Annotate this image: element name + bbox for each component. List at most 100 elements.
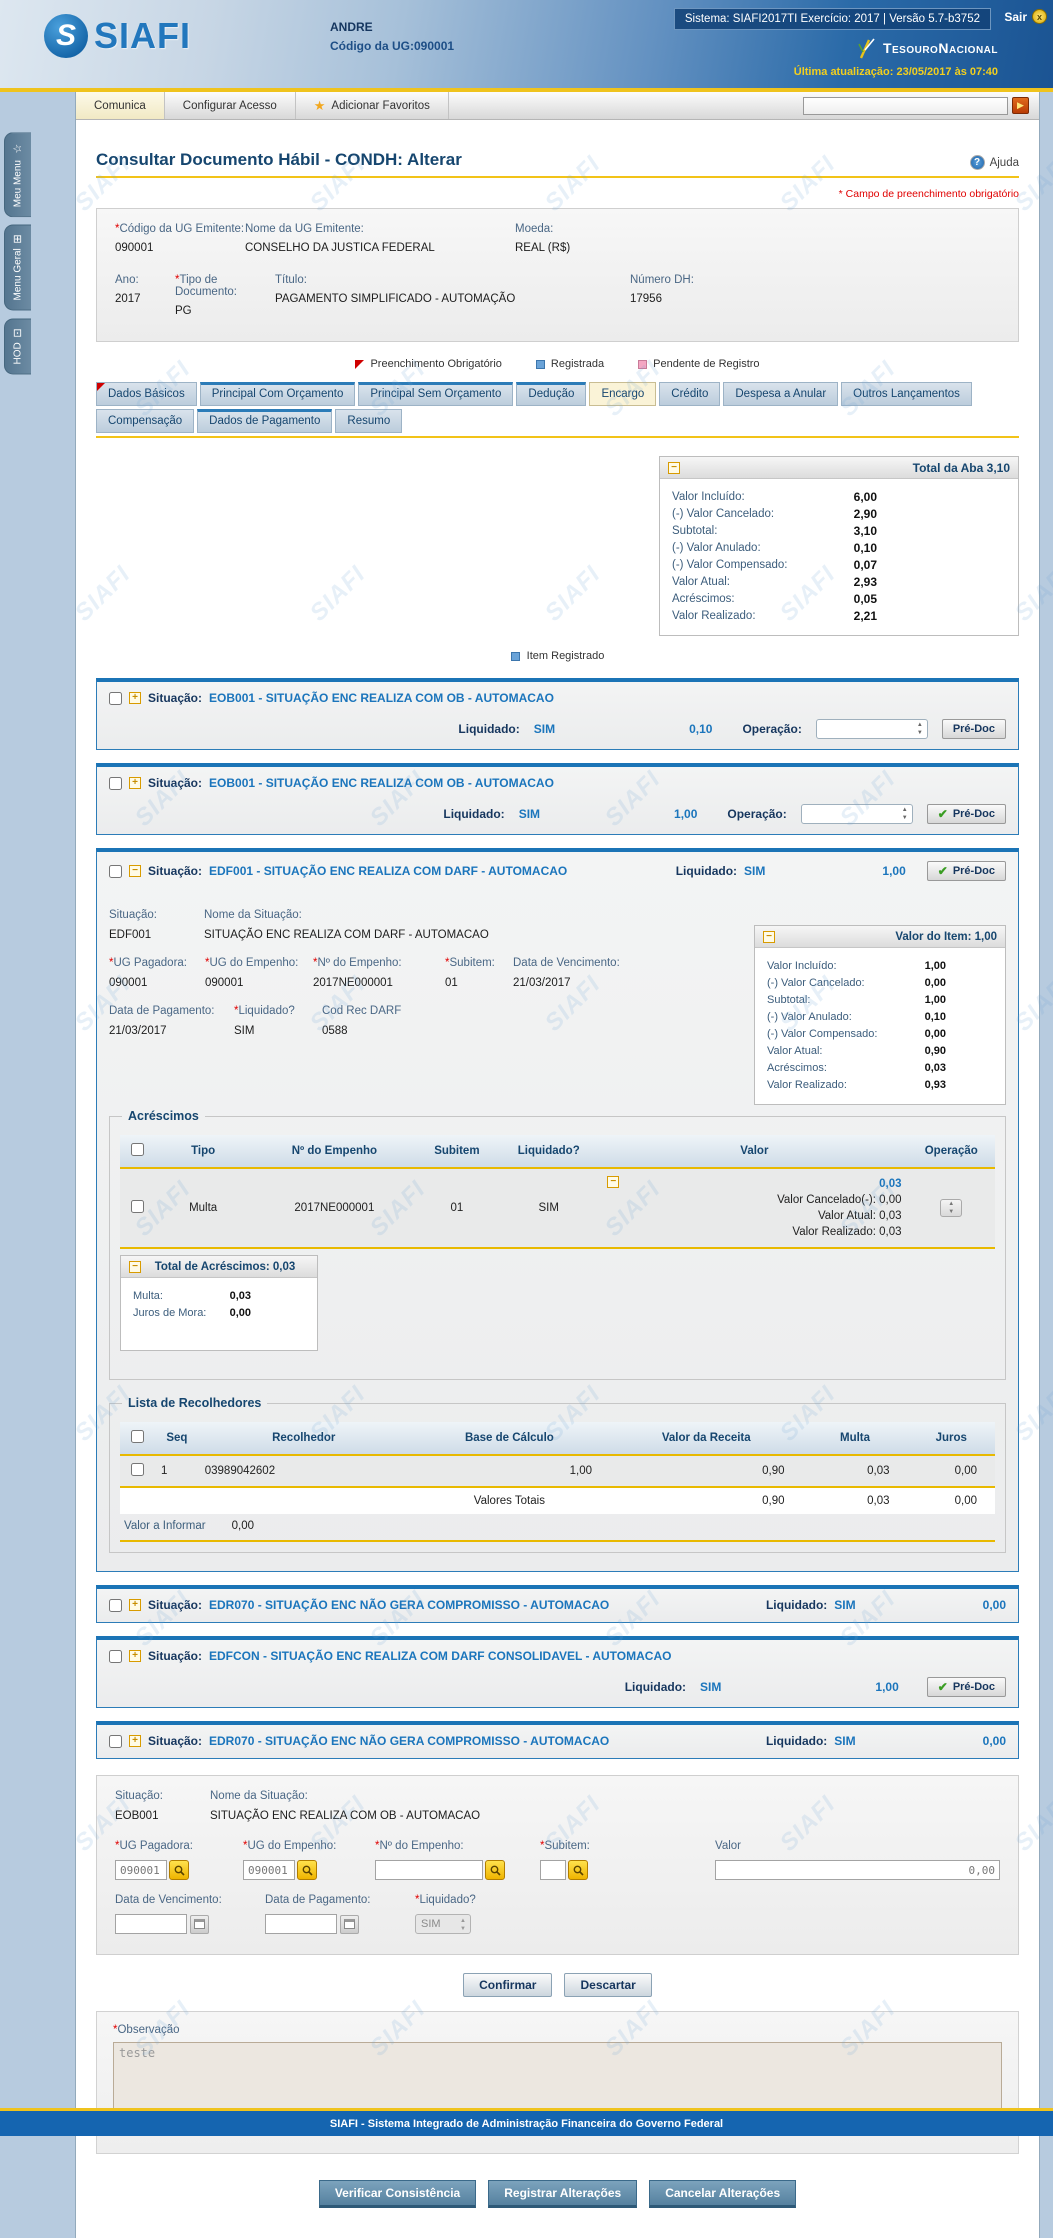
help-icon[interactable]: ? [969, 155, 985, 170]
recolhedores-legend: Lista de Recolhedores [128, 1396, 262, 1410]
expand-icon[interactable]: + [129, 1599, 141, 1611]
tab-despesa-a-anular[interactable]: Despesa a Anular [723, 382, 839, 406]
tab-resumo[interactable]: Resumo [335, 409, 403, 433]
n-empenho-value: 2017NE000001 [313, 977, 393, 989]
recolhedor-cell: 03989042602 [198, 1455, 409, 1488]
collapse-icon[interactable]: − [129, 1260, 141, 1273]
tab-compensacao[interactable]: Compensação [96, 409, 195, 433]
logout-button[interactable]: Sair x [1004, 9, 1047, 24]
situation-checkbox[interactable] [109, 1649, 122, 1663]
calendar-icon[interactable] [340, 1914, 359, 1934]
total-row-label: Valor Incluído: [672, 491, 745, 503]
collapse-icon[interactable]: − [607, 1176, 620, 1188]
tab-credito[interactable]: Crédito [659, 382, 721, 406]
data-pagamento-label: Data de Pagamento: [265, 1894, 371, 1906]
tab-outros-lancamentos[interactable]: Outros Lançamentos [841, 382, 972, 406]
situacao-label: Situação: [148, 1598, 203, 1612]
situation-checkbox[interactable] [109, 1598, 122, 1612]
content: Consultar Documento Hábil - CONDH: Alter… [76, 150, 1039, 2208]
siafi-logo-icon: S [44, 14, 88, 58]
collapse-icon[interactable]: − [763, 930, 775, 943]
operacao-spinner[interactable]: ▲ ▼ [940, 1199, 963, 1217]
expand-icon[interactable]: + [129, 692, 141, 704]
valor-cell: − 0,03 Valor Cancelado(-): 0,00 Valor At… [601, 1168, 908, 1249]
select-all-checkbox[interactable] [131, 1430, 144, 1443]
menu-geral-label: Menu Geral [12, 248, 24, 301]
ug-empenho-label: *UG do Empenho: [205, 957, 299, 969]
sidebar-tab-meu-menu[interactable]: Meu Menu ☆ [4, 132, 31, 218]
situation-checkbox[interactable] [109, 1734, 122, 1748]
document-tabs: Dados Básicos Principal Com Orçamento Pr… [96, 382, 1019, 438]
total-row-label: (-) Valor Anulado: [672, 542, 761, 554]
observacao-label: *Observação [113, 2024, 180, 2036]
search-icon[interactable] [568, 1860, 588, 1880]
sidebar-tab-hod[interactable]: HOD ⊡ [4, 317, 31, 375]
situacao-name: EOB001 - SITUAÇÃO ENC REALIZA COM OB - A… [209, 776, 554, 790]
check-icon: ✔ [937, 864, 948, 878]
numero-dh-value: 17956 [630, 293, 662, 305]
registrar-alteracoes-button[interactable]: Registrar Alterações [488, 2180, 638, 2208]
n-empenho-label: *Nº do Empenho: [313, 957, 402, 969]
liquidado-select[interactable]: SIM [415, 1914, 471, 1934]
row-checkbox[interactable] [131, 1463, 144, 1476]
total-row-value: 2,90 [853, 507, 877, 521]
situation-checkbox[interactable] [109, 776, 122, 790]
pre-doc-button[interactable]: ✔ Pré-Doc [926, 1677, 1006, 1697]
cancelar-alteracoes-button[interactable]: Cancelar Alterações [649, 2180, 797, 2208]
select-all-checkbox[interactable] [131, 1143, 144, 1156]
tab-principal-com-orcamento[interactable]: Principal Com Orçamento [199, 382, 356, 406]
total-row-label: Subtotal: [672, 525, 718, 537]
item-registrado-legend: Item Registrado [96, 650, 1019, 662]
situacao-label: Situação: [148, 776, 203, 790]
liquidado-label: Liquidado: [675, 864, 738, 878]
pre-doc-button[interactable]: ✔ Pré-Doc [926, 861, 1006, 881]
col-base-calculo: Base de Cálculo [408, 1422, 610, 1456]
n-empenho-input[interactable] [375, 1860, 483, 1880]
verificar-consistencia-button[interactable]: Verificar Consistência [318, 2180, 477, 2208]
pre-doc-button[interactable]: ✔ Pré-Doc [926, 804, 1006, 824]
sidebar-tab-menu-geral[interactable]: Menu Geral ⊞ [4, 224, 31, 311]
search-icon[interactable] [297, 1860, 317, 1880]
collapse-icon[interactable]: − [129, 865, 141, 877]
search-go-button[interactable]: ▶ [1012, 97, 1029, 114]
menu-tab-comunica[interactable]: Comunica [76, 92, 165, 119]
descartar-button[interactable]: Descartar [564, 1973, 652, 1997]
ug-empenho-input[interactable] [243, 1860, 295, 1880]
pre-doc-button[interactable]: Pré-Doc [941, 719, 1006, 739]
situation-checkbox[interactable] [109, 691, 122, 705]
confirmar-button[interactable]: Confirmar [463, 1973, 553, 1997]
valor-item-value: 0,00 [924, 1028, 946, 1040]
tab-encargo[interactable]: Encargo [589, 382, 657, 406]
help-button[interactable]: ? Ajuda [969, 155, 1019, 170]
quick-search-input[interactable] [803, 96, 1008, 115]
expand-icon[interactable]: + [129, 777, 141, 789]
menu-tab-adicionar-favoritos[interactable]: ★ Adicionar Favoritos [296, 92, 449, 119]
tab-principal-sem-orcamento[interactable]: Principal Sem Orçamento [358, 382, 514, 406]
ug-pagadora-input[interactable] [115, 1860, 167, 1880]
menu-tab-configurar-acesso[interactable]: Configurar Acesso [165, 92, 296, 119]
acrescimos-legend: Acréscimos [128, 1109, 199, 1123]
situation-checkbox[interactable] [109, 864, 122, 878]
search-icon[interactable] [485, 1860, 505, 1880]
total-da-aba-panel: − Total da Aba 3,10 Valor Incluído: 6,00 … [659, 456, 1019, 636]
operacao-select[interactable] [815, 719, 928, 739]
calendar-icon[interactable] [190, 1914, 209, 1934]
operacao-select[interactable] [800, 804, 913, 824]
data-vencimento-input[interactable] [115, 1914, 187, 1934]
subitem-input[interactable] [540, 1860, 566, 1880]
valor-atual-line: Valor Atual: 0,03 [817, 1210, 902, 1222]
situacao-code: EOB001 [115, 1810, 159, 1822]
logout-x-icon[interactable]: x [1032, 9, 1047, 24]
expand-icon[interactable]: + [129, 1650, 141, 1662]
collapse-icon[interactable]: − [668, 461, 680, 474]
expand-icon[interactable]: + [129, 1735, 141, 1747]
tab-dados-de-pagamento[interactable]: Dados de Pagamento [197, 409, 333, 433]
data-pagamento-input[interactable] [265, 1914, 337, 1934]
valor-input[interactable] [715, 1860, 1000, 1880]
tab-dados-basicos[interactable]: Dados Básicos [96, 382, 197, 406]
row-checkbox[interactable] [131, 1200, 144, 1213]
situacao-label: Situação: [148, 1649, 203, 1663]
search-icon[interactable] [169, 1860, 189, 1880]
tab-deducao[interactable]: Dedução [516, 382, 587, 406]
nome-situacao-label: Nome da Situação: [210, 1790, 308, 1802]
